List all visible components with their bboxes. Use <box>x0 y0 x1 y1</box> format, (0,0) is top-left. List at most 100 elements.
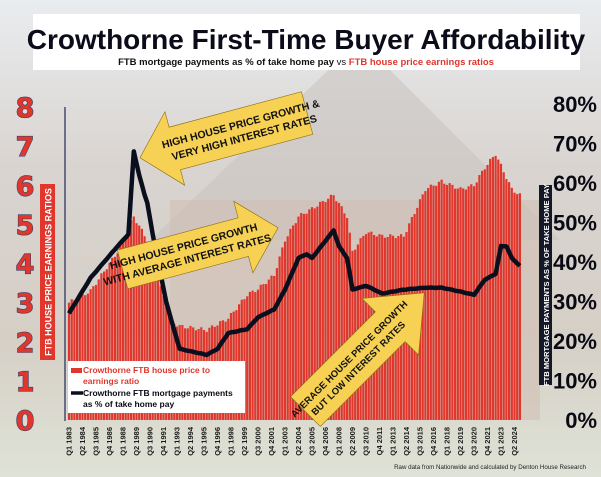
ratio-bar <box>427 188 430 420</box>
x-axis-tick-label: Q2 1984 <box>78 426 87 456</box>
ratio-bar <box>100 273 103 420</box>
ratio-bar <box>103 271 106 420</box>
ratio-bar <box>124 235 127 420</box>
ratio-bar <box>456 188 459 420</box>
ratio-bar <box>448 183 451 420</box>
legend-swatch-ratio <box>71 368 82 373</box>
ratio-bar <box>121 238 125 420</box>
legend-label-mortgage-2: as % of take home pay <box>83 399 174 409</box>
x-axis-tick-label: Q2 2004 <box>294 426 303 456</box>
ratio-bar <box>497 159 500 420</box>
left-axis-tick-label: 5 <box>16 210 35 241</box>
ratio-bar <box>308 209 311 420</box>
ratio-bar <box>259 284 262 420</box>
ratio-bar <box>262 284 265 420</box>
right-axis-ticks: 0% 10% 20% 30% 40% 50% 60% 70% 80% <box>553 92 597 433</box>
ratio-bar <box>130 220 133 420</box>
legend-label-ratio-1: Crowthorne FTB house price to <box>83 365 210 375</box>
x-axis-tick-label: Q3 2005 <box>308 427 317 456</box>
ratio-bar <box>157 279 160 420</box>
ratio-bar <box>335 201 338 420</box>
ratio-bar <box>270 275 273 420</box>
ratio-bar <box>513 192 516 420</box>
ratio-bar <box>292 225 295 420</box>
x-axis-tick-label: Q4 2006 <box>321 427 330 456</box>
ratio-bar <box>97 279 100 420</box>
right-axis-title-text: FTB MORTGAGE PAYMENTS AS % OF TAKE HOME … <box>542 184 551 386</box>
ratio-bar <box>240 299 243 420</box>
ratio-bar <box>138 225 141 420</box>
right-axis-tick-label: 40% <box>553 250 597 275</box>
mortgage-line <box>67 149 522 358</box>
x-axis-tick-label: Q3 1990 <box>146 427 155 456</box>
left-axis-tick-label: 7 <box>16 132 35 163</box>
ratio-bar <box>300 213 303 420</box>
ratio-bar <box>113 256 116 420</box>
ratio-bar <box>73 300 76 420</box>
right-axis-tick-label: 20% <box>553 329 597 354</box>
ratio-bar <box>464 189 467 420</box>
ratio-bar <box>289 228 292 420</box>
ratio-bar <box>84 295 87 420</box>
left-axis-title: FTB HOUSE PRICE EARNINGS RATIOS <box>40 184 55 360</box>
ratio-bar <box>305 213 308 420</box>
ratio-bar <box>162 295 165 420</box>
chart-subtitle: FTB mortgage payments as % of take home … <box>118 57 494 68</box>
left-axis-tick-label: 2 <box>16 328 35 359</box>
ratio-bar <box>491 157 494 420</box>
left-axis-ticks: 0 1 2 3 4 5 6 7 8 <box>15 92 35 437</box>
ratio-bar <box>246 296 249 420</box>
x-axis-tick-label: Q2 2024 <box>510 426 519 456</box>
ratio-bar <box>78 295 81 420</box>
ratio-bar <box>86 293 89 420</box>
ratio-bar <box>251 290 254 420</box>
ratio-bar <box>489 158 492 420</box>
ratio-bar <box>440 179 443 420</box>
ratio-bar <box>445 184 449 420</box>
title-box <box>33 14 580 70</box>
left-axis-tick-label: 3 <box>16 289 35 320</box>
x-axis-ticks: Q1 1983 Q2 1984 Q3 1985 Q4 1986 Q1 1988 Q2 19… <box>65 426 520 456</box>
ratio-bar <box>316 206 319 420</box>
x-axis-tick-label: Q4 1986 <box>105 427 114 456</box>
ratio-bar <box>472 186 476 420</box>
x-axis-tick-label: Q1 2008 <box>335 427 344 456</box>
ratio-bar <box>140 228 143 420</box>
ratio-bar <box>432 185 435 420</box>
subtitle-vs: vs <box>334 57 349 68</box>
x-axis-tick-label: Q2 1989 <box>132 427 141 456</box>
ratio-bar <box>313 208 316 420</box>
x-axis-tick-label: Q3 1985 <box>92 427 101 456</box>
x-axis-tick-label: Q4 1991 <box>159 427 168 456</box>
left-axis-title-text: FTB HOUSE PRICE EARNINGS RATIOS <box>44 188 54 356</box>
x-axis-tick-label: Q4 2021 <box>483 427 492 456</box>
ratio-bar <box>94 284 98 420</box>
x-axis-tick-label: Q4 2001 <box>267 427 276 456</box>
left-axis-tick-label: 8 <box>16 93 35 124</box>
source-note: Raw data from Nationwide and calculated … <box>394 464 586 471</box>
ratio-bar <box>302 213 305 420</box>
ratio-bar <box>105 269 108 420</box>
ratio-bar <box>467 186 470 420</box>
ratio-bar <box>451 184 454 420</box>
ratio-bar <box>332 195 335 420</box>
ratio-bar <box>478 175 481 420</box>
ratio-bar <box>243 299 246 420</box>
x-axis-tick-label: Q3 2020 <box>470 427 479 456</box>
ratio-bar <box>343 213 346 420</box>
legend-label-ratio-2: earnings ratio <box>83 376 139 386</box>
ratio-bar <box>470 184 473 420</box>
x-axis-tick-label: Q4 1996 <box>213 427 222 456</box>
right-axis-tick-label: 50% <box>553 211 597 236</box>
ratio-bar <box>108 262 111 420</box>
right-axis-tick-label: 30% <box>553 290 597 315</box>
ratio-bar <box>348 232 351 420</box>
ratio-bar <box>508 182 511 420</box>
ratio-bar <box>81 293 84 420</box>
ratio-bar <box>281 247 284 420</box>
legend-label-mortgage-1: Crowthorne FTB mortgage payments <box>83 388 233 398</box>
ratio-bar <box>267 279 270 420</box>
ratio-bar <box>462 188 465 420</box>
ratio-bar <box>321 201 324 420</box>
